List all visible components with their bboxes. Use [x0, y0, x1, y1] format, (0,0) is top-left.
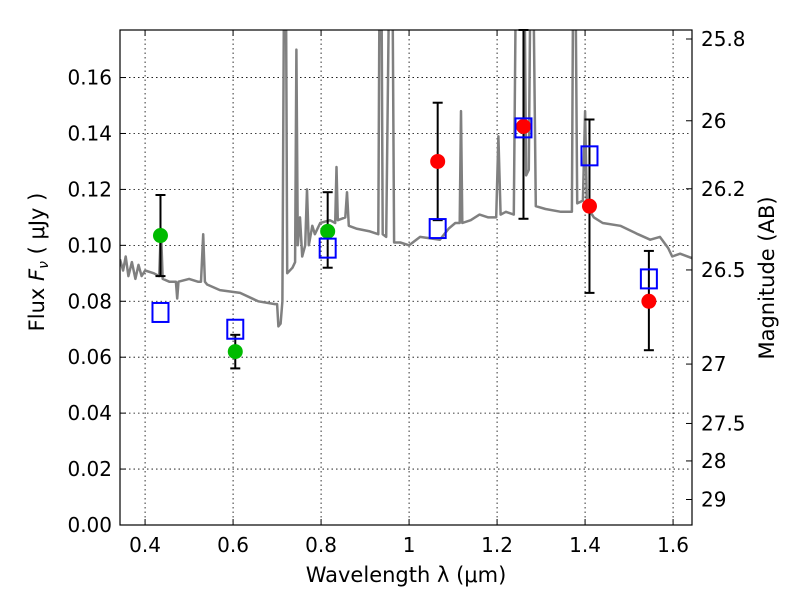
- x-tick-label: 0.4: [129, 533, 161, 557]
- model-square-point: [318, 237, 337, 259]
- y-axis-label: Flux Fν ( μJy ): [25, 193, 52, 332]
- red-data-point: [641, 293, 657, 309]
- y2-tick-label: 26: [701, 109, 726, 133]
- red-data-point: [430, 153, 446, 169]
- model-square-point: [639, 268, 658, 290]
- x-tick-label: 1.4: [569, 533, 601, 557]
- red-data-point: [515, 118, 531, 134]
- y2-tick-label: 25.8: [701, 27, 746, 51]
- green-data-point: [152, 228, 168, 244]
- y2-tick-label: 26.5: [701, 258, 746, 282]
- green-data-point: [320, 223, 336, 239]
- x-tick-label: 0.6: [217, 533, 249, 557]
- y-tick-label: 0.14: [67, 121, 112, 145]
- y-tick-label: 0.06: [67, 345, 112, 369]
- y2-tick-label: 26.2: [701, 177, 746, 201]
- y-tick-label: 0.00: [67, 513, 112, 537]
- grid: [120, 30, 692, 526]
- model-square-point: [151, 301, 170, 323]
- y-tick-label: 0.02: [67, 457, 112, 481]
- model-square-point: [226, 318, 245, 340]
- y-tick-label: 0.16: [67, 66, 112, 90]
- spectrum-line: [120, 30, 692, 328]
- y2-axis-label: Magnitude (AB): [755, 196, 779, 359]
- green-data-point: [227, 344, 243, 360]
- y-tick-label: 0.10: [67, 233, 112, 257]
- x-tick-label: 1: [403, 533, 416, 557]
- x-tick-label: 0.8: [305, 533, 337, 557]
- model-square-point: [514, 117, 533, 139]
- red-data-point: [581, 198, 597, 214]
- y-tick-label: 0.08: [67, 289, 112, 313]
- y2-tick-label: 27: [701, 352, 726, 376]
- y2-tick-label: 29: [701, 487, 726, 511]
- y2-tick-label: 28: [701, 449, 726, 473]
- x-axis-label: Wavelength λ (μm): [306, 563, 507, 587]
- y2-tick-label: 27.5: [701, 411, 746, 435]
- spectrum-layer: [120, 30, 692, 328]
- x-tick-label: 1.2: [481, 533, 513, 557]
- plot-frame: [119, 29, 693, 526]
- model-square-point: [580, 145, 599, 167]
- axes: 0.4 0.6 0.8 1 1.2 1.4 1.6 0.00 0.02 0.04 0.06 0.08 0…: [67, 27, 745, 557]
- points-layer: [151, 29, 658, 370]
- x-tick-label: 1.6: [657, 533, 689, 557]
- model-square-point: [428, 218, 447, 240]
- y-tick-label: 0.04: [67, 401, 112, 425]
- y-tick-label: 0.12: [67, 177, 112, 201]
